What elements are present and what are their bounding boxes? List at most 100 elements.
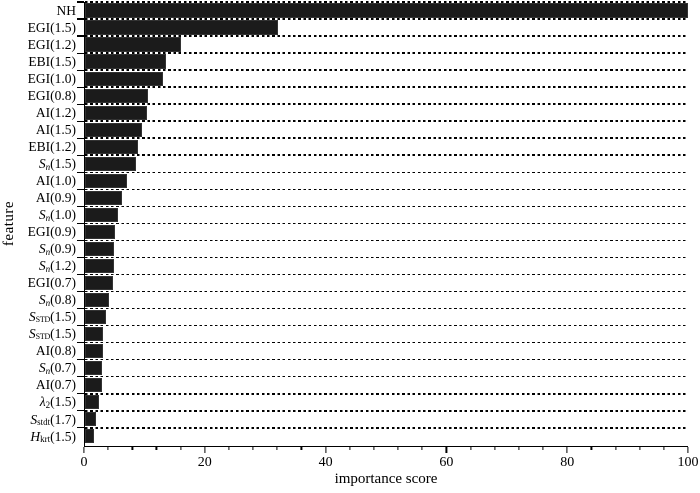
y-tick-label: EBI (1.5) bbox=[0, 53, 80, 70]
y-tick-label-base: S bbox=[28, 309, 36, 325]
bar-row bbox=[76, 18, 688, 36]
bar bbox=[85, 378, 102, 393]
y-axis-tick bbox=[76, 222, 84, 224]
y-tick-label: AI (0.8) bbox=[0, 343, 80, 360]
y-tick-label: λ 2 (1.5) bbox=[39, 394, 76, 411]
y-axis-tick bbox=[76, 342, 84, 344]
y-tick-label: EGI (1.0) bbox=[0, 70, 80, 87]
x-tick-label: 0 bbox=[80, 454, 88, 470]
gridline bbox=[85, 154, 688, 157]
bar-row bbox=[76, 290, 688, 309]
bar-row bbox=[76, 273, 688, 292]
y-tick-label: AI (1.0) bbox=[0, 172, 80, 189]
bar-row bbox=[76, 358, 688, 377]
gridline bbox=[85, 86, 688, 88]
bar-row bbox=[76, 103, 688, 121]
bar-row bbox=[76, 35, 688, 53]
bar bbox=[85, 241, 114, 257]
y-tick-label-paren: (1.5) bbox=[50, 309, 76, 325]
y-tick-label-base: EGI bbox=[27, 224, 51, 240]
x-axis-minor-tick bbox=[469, 446, 472, 450]
y-axis-tick bbox=[76, 1, 84, 3]
y-tick-label-paren: (0.7) bbox=[50, 275, 76, 291]
y-tick-label-base: AI bbox=[35, 173, 51, 189]
y-tick-label-base: NH bbox=[56, 2, 77, 18]
bar bbox=[85, 326, 104, 342]
bar bbox=[85, 190, 122, 205]
y-axis-tick bbox=[76, 290, 84, 293]
y-tick-label-paren: (1.0) bbox=[50, 70, 76, 86]
gridline bbox=[85, 375, 688, 378]
x-tick-label: 60 bbox=[439, 454, 454, 470]
y-tick-label-base: AI bbox=[35, 343, 51, 359]
y-tick-label-paren: (1.2) bbox=[50, 104, 76, 120]
y-axis-tick bbox=[76, 307, 84, 310]
bar-row bbox=[76, 222, 688, 240]
x-axis-minor-tick bbox=[663, 446, 665, 450]
y-tick-label-paren: (0.8) bbox=[50, 87, 76, 103]
gridline bbox=[85, 69, 688, 71]
y-tick-label-base: EGI bbox=[27, 19, 51, 35]
y-tick-label: EGI (0.8) bbox=[0, 87, 80, 104]
y-tick-label-base: AI bbox=[35, 121, 51, 137]
bar bbox=[85, 37, 182, 52]
y-tick-label-paren: (0.9) bbox=[50, 190, 76, 206]
x-tick-label: 40 bbox=[318, 454, 333, 470]
bar bbox=[85, 54, 166, 69]
y-axis-tick bbox=[76, 52, 84, 54]
x-axis-ticks: 0 20 40 60 80 100 bbox=[80, 446, 699, 489]
x-axis-minor-tick bbox=[542, 446, 544, 450]
x-tick-label: 20 bbox=[197, 454, 212, 470]
bar-row bbox=[76, 256, 688, 274]
bar bbox=[85, 207, 119, 223]
y-tick-label-paren: (0.8) bbox=[50, 343, 76, 359]
y-tick-label-base: EGI bbox=[27, 275, 51, 291]
y-axis-tick bbox=[76, 410, 84, 412]
bar bbox=[85, 139, 139, 154]
y-tick-label-paren: (1.0) bbox=[50, 173, 76, 189]
x-axis-minor-tick bbox=[131, 446, 133, 450]
y-tick-label-base: H bbox=[30, 428, 41, 444]
y-axis-tick bbox=[76, 120, 84, 122]
y-tick-label-paren: (0.9) bbox=[50, 224, 76, 240]
y-axis-tick bbox=[76, 239, 84, 242]
y-tick-label-paren: (1.5) bbox=[50, 53, 76, 69]
gridline bbox=[85, 341, 688, 344]
plot-area bbox=[76, 1, 688, 447]
bar-row bbox=[76, 205, 688, 223]
y-tick-label-base: S bbox=[38, 241, 46, 257]
y-tick-label: AI (1.2) bbox=[0, 104, 80, 121]
x-axis-minor-tick bbox=[252, 446, 254, 450]
x-axis-minor-tick bbox=[590, 446, 592, 450]
y-axis-tick bbox=[76, 205, 84, 207]
bar-row bbox=[76, 154, 688, 172]
y-axis-tick bbox=[76, 103, 84, 105]
x-axis-minor-tick bbox=[494, 446, 496, 450]
bar bbox=[85, 361, 103, 376]
y-tick-label-base: EGI bbox=[27, 87, 51, 103]
y-tick-label-paren: (1.5) bbox=[50, 428, 76, 444]
bar bbox=[85, 292, 109, 308]
bar-row bbox=[76, 137, 688, 155]
gridline bbox=[85, 137, 688, 140]
y-tick-label-paren: (1.5) bbox=[50, 121, 76, 137]
y-tick-label: EGI (0.9) bbox=[0, 223, 80, 240]
bar-row bbox=[76, 426, 688, 445]
y-tick-label: EBI (1.2) bbox=[0, 138, 80, 155]
gridline bbox=[85, 239, 688, 242]
bar-row bbox=[76, 171, 688, 189]
gridline bbox=[85, 171, 688, 174]
bar bbox=[85, 20, 278, 35]
bar bbox=[85, 344, 104, 359]
gridline bbox=[85, 205, 688, 208]
y-tick-label: EGI (0.7) bbox=[0, 275, 80, 292]
x-axis-major-tick bbox=[204, 446, 206, 453]
y-axis-tick bbox=[76, 273, 84, 276]
bar-row bbox=[76, 52, 688, 70]
